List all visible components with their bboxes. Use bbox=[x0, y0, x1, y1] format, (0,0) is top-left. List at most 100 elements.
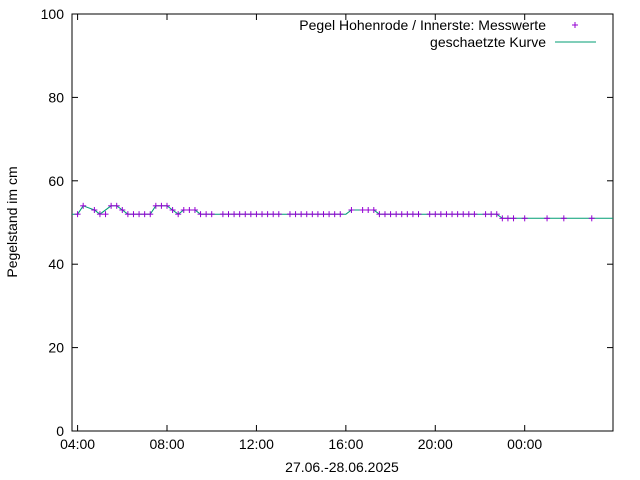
data-point bbox=[544, 215, 551, 222]
data-point bbox=[482, 211, 489, 218]
x-axis-label: 27.06.-28.06.2025 bbox=[285, 459, 399, 475]
data-point bbox=[236, 211, 243, 218]
data-point bbox=[493, 211, 500, 218]
data-point bbox=[471, 211, 478, 218]
curve-line bbox=[72, 205, 613, 219]
data-point bbox=[186, 206, 193, 213]
data-point bbox=[124, 211, 131, 218]
y-tick-label: 0 bbox=[56, 423, 64, 439]
data-point bbox=[443, 211, 450, 218]
data-point bbox=[102, 211, 109, 218]
data-point bbox=[259, 211, 266, 218]
data-point bbox=[80, 202, 87, 209]
data-point bbox=[460, 211, 467, 218]
data-point bbox=[370, 206, 377, 213]
data-point bbox=[326, 211, 333, 218]
axis-ticks bbox=[72, 13, 613, 432]
data-point bbox=[141, 211, 148, 218]
data-point bbox=[191, 206, 198, 213]
data-point bbox=[130, 211, 137, 218]
data-point bbox=[292, 211, 299, 218]
x-tick-label: 12:00 bbox=[239, 436, 274, 452]
data-point bbox=[108, 202, 115, 209]
data-point bbox=[499, 215, 506, 222]
data-point bbox=[242, 211, 249, 218]
data-point bbox=[96, 211, 103, 218]
data-point bbox=[158, 202, 165, 209]
legend: Pegel Hohenrode / Innerste: Messwerte ge… bbox=[299, 17, 596, 50]
data-point bbox=[180, 206, 187, 213]
data-point bbox=[432, 211, 439, 218]
data-point bbox=[169, 206, 176, 213]
data-point bbox=[376, 211, 383, 218]
data-point bbox=[488, 211, 495, 218]
curve-layer bbox=[72, 205, 613, 219]
legend-label-curve: geschaetzte Kurve bbox=[430, 34, 546, 50]
data-point bbox=[465, 211, 472, 218]
data-point bbox=[247, 211, 254, 218]
data-point bbox=[510, 215, 517, 222]
data-point bbox=[270, 211, 277, 218]
y-tick-label: 40 bbox=[48, 256, 64, 272]
data-point bbox=[381, 211, 388, 218]
y-tick-label: 100 bbox=[41, 6, 65, 22]
data-point bbox=[337, 211, 344, 218]
data-point bbox=[398, 211, 405, 218]
data-point bbox=[314, 211, 321, 218]
data-point bbox=[203, 211, 210, 218]
legend-plus bbox=[572, 22, 578, 28]
y-tick-label: 80 bbox=[48, 89, 64, 105]
data-point bbox=[393, 211, 400, 218]
data-point bbox=[359, 206, 366, 213]
x-tick-label: 20:00 bbox=[418, 436, 453, 452]
data-point bbox=[309, 211, 316, 218]
data-point bbox=[409, 211, 416, 218]
data-point bbox=[298, 211, 305, 218]
data-point bbox=[175, 211, 182, 218]
data-point bbox=[113, 202, 120, 209]
x-tick-label: 08:00 bbox=[149, 436, 184, 452]
data-point bbox=[449, 211, 456, 218]
data-point bbox=[91, 206, 98, 213]
data-point bbox=[387, 211, 394, 218]
data-point bbox=[365, 206, 372, 213]
data-point bbox=[275, 211, 282, 218]
data-point bbox=[147, 211, 154, 218]
data-point bbox=[320, 211, 327, 218]
data-point bbox=[331, 211, 338, 218]
data-point bbox=[74, 211, 81, 218]
data-point bbox=[415, 211, 422, 218]
data-point bbox=[521, 215, 528, 222]
legend-label-measured: Pegel Hohenrode / Innerste: Messwerte bbox=[299, 17, 546, 33]
data-point bbox=[164, 202, 171, 209]
y-tick-label: 20 bbox=[48, 340, 64, 356]
plot-frame bbox=[71, 13, 614, 432]
data-point bbox=[136, 211, 143, 218]
y-tick-label: 60 bbox=[48, 173, 64, 189]
data-point bbox=[152, 202, 159, 209]
data-point bbox=[454, 211, 461, 218]
y-axis-label: Pegelstand im cm bbox=[4, 166, 20, 277]
y-tick-labels: 0 20 40 60 80 100 bbox=[41, 6, 65, 439]
data-point bbox=[303, 211, 310, 218]
data-point bbox=[286, 211, 293, 218]
data-point bbox=[208, 211, 215, 218]
points-layer bbox=[74, 202, 595, 222]
data-point bbox=[560, 215, 567, 222]
data-point bbox=[588, 215, 595, 222]
x-tick-label: 16:00 bbox=[328, 436, 363, 452]
data-point bbox=[225, 211, 232, 218]
data-point bbox=[119, 206, 126, 213]
x-tick-label: 04:00 bbox=[60, 436, 95, 452]
data-point bbox=[437, 211, 444, 218]
x-tick-label: 00:00 bbox=[507, 436, 542, 452]
data-point bbox=[231, 211, 238, 218]
data-point bbox=[197, 211, 204, 218]
data-point bbox=[504, 215, 511, 222]
data-point bbox=[264, 211, 271, 218]
legend-marker-measured bbox=[572, 22, 578, 28]
data-point bbox=[404, 211, 411, 218]
data-point bbox=[426, 211, 433, 218]
data-point bbox=[348, 206, 355, 213]
